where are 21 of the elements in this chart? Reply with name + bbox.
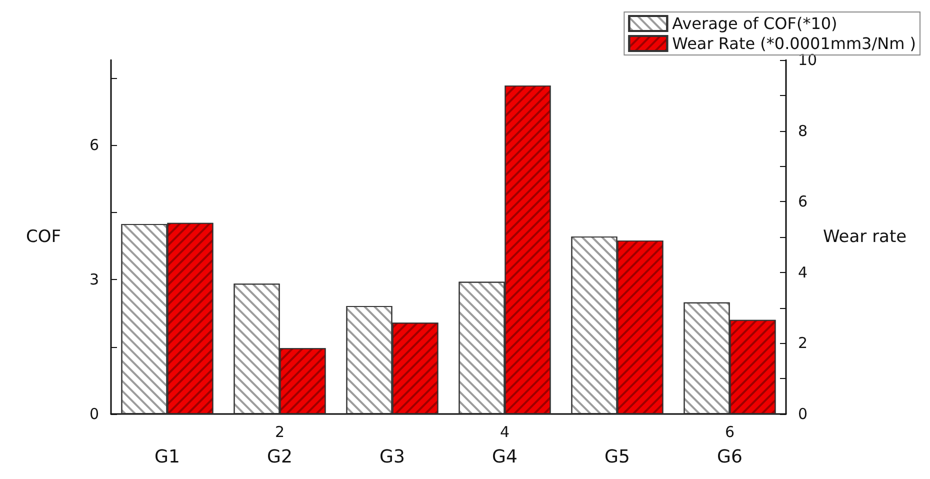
text: 2 — [274, 423, 285, 441]
x-tick-label: G6 — [717, 446, 742, 468]
legend-label: Average of COF(*10) — [672, 14, 838, 33]
x-tick-label: G2 — [267, 446, 292, 468]
y2-tick-label: 8 — [798, 122, 808, 140]
y-tick-label: 3 — [89, 270, 99, 289]
y-tick-label: 0 — [89, 405, 99, 423]
y2-axis-title: Wear rate — [822, 227, 907, 247]
text: 4 — [500, 423, 510, 441]
x-tick-label: G5 — [604, 446, 630, 468]
y2-tick-label: 6 — [798, 192, 808, 211]
y2-tick-label: 2 — [798, 334, 808, 352]
x-tick-label: G4 — [492, 446, 518, 468]
y-axis-title: COF — [26, 227, 61, 247]
text: 6 — [724, 423, 735, 441]
y2-tick-label: 4 — [798, 263, 808, 282]
y-tick-label: 6 — [89, 136, 99, 154]
x-tick-label: G3 — [380, 446, 405, 468]
x-tick-label: G1 — [154, 446, 180, 468]
y2-tick-label: 0 — [798, 405, 808, 423]
legend-label: Wear Rate (*0.0001mm3/Nm ) — [672, 34, 916, 53]
